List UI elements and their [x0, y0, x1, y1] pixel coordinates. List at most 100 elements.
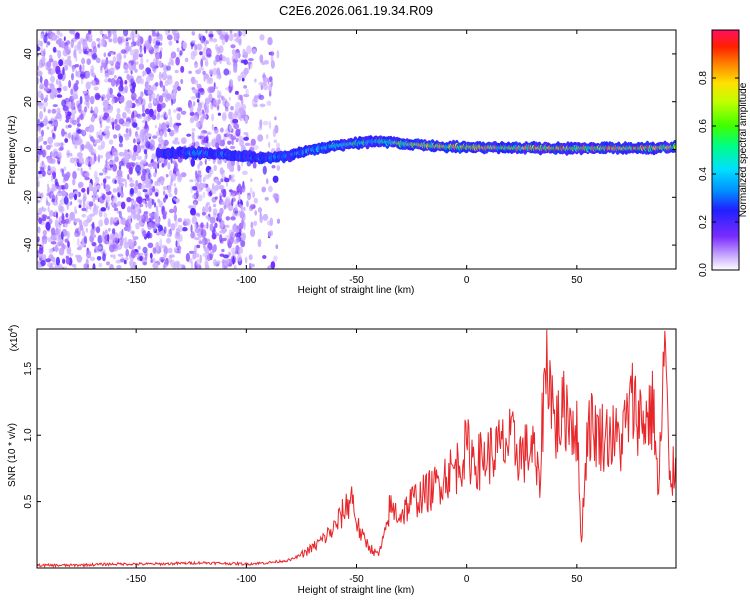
noise-dot [56, 30, 61, 35]
noise-dot [131, 199, 134, 206]
noise-dot [275, 244, 279, 249]
noise-dot [159, 80, 164, 88]
noise-dot [68, 59, 72, 67]
noise-dot [68, 80, 72, 88]
noise-dot [191, 40, 196, 44]
noise-dot [234, 264, 237, 269]
noise-dot [240, 71, 247, 79]
noise-dot [192, 101, 196, 107]
noise-dot [152, 135, 158, 139]
noise-dot [139, 255, 143, 262]
noise-dot [200, 130, 205, 140]
noise-dot [273, 139, 277, 143]
noise-dot [101, 59, 106, 63]
noise-dot [109, 233, 116, 241]
noise-dot [57, 50, 62, 59]
noise-dot [137, 196, 143, 205]
noise-dot [62, 223, 65, 228]
noise-dot [154, 109, 157, 116]
noise-dot [177, 224, 183, 233]
noise-dot [85, 81, 91, 90]
noise-dot [240, 239, 246, 248]
noise-dot [52, 46, 57, 53]
noise-dot [248, 254, 253, 261]
noise-dot [37, 118, 40, 124]
noise-dot [127, 149, 130, 153]
noise-dot [123, 226, 129, 232]
noise-dot [78, 139, 83, 144]
noise-dot [123, 259, 127, 265]
noise-dot [81, 230, 86, 237]
noise-dot [270, 60, 275, 69]
noise-dot [140, 57, 144, 64]
noise-dot [176, 107, 180, 112]
noise-dot [222, 188, 227, 198]
noise-dot [43, 78, 49, 88]
noise-dot [74, 254, 80, 258]
noise-dot [240, 99, 244, 104]
snr-ylabel: SNR (10 * v/v) [7, 423, 18, 487]
snr-panel: -150 -100 -50 0 50 0.5 1.0 1.5 Height of strai… [7, 325, 677, 596]
noise-dot [89, 213, 95, 217]
noise-dot [164, 30, 170, 36]
noise-dot [162, 264, 166, 269]
noise-dot [156, 114, 161, 120]
noise-dot [144, 253, 148, 261]
noise-dot [130, 242, 135, 251]
noise-dot [46, 126, 50, 130]
noise-dot [163, 253, 167, 258]
noise-dot [74, 219, 78, 223]
noise-dot [102, 253, 106, 262]
noise-dot [157, 162, 160, 169]
noise-dot [129, 182, 135, 188]
noise-dot [80, 71, 86, 80]
noise-dot [177, 217, 183, 223]
noise-dot [142, 189, 148, 193]
noise-dot [168, 208, 175, 214]
noise-dot [238, 246, 244, 255]
figure-title: C2E6.2026.061.19.34.R09 [279, 3, 433, 18]
noise-dot [48, 120, 53, 124]
noise-dot [235, 245, 240, 251]
noise-dot [272, 255, 278, 262]
noise-dot [58, 59, 64, 67]
noise-dot [38, 247, 44, 255]
noise-dot [223, 204, 226, 210]
noise-dot [230, 164, 235, 173]
noise-dot [144, 87, 151, 91]
noise-dot [107, 154, 114, 159]
noise-dot [236, 190, 240, 195]
noise-dot [276, 218, 281, 224]
noise-dot [58, 80, 62, 89]
noise-dot [85, 156, 89, 166]
noise-dot [168, 40, 173, 46]
noise-dot [174, 69, 179, 74]
noise-dot [85, 70, 91, 79]
noise-dot [202, 240, 206, 249]
noise-dot [213, 259, 217, 267]
noise-dot [229, 124, 233, 132]
noise-dot [41, 170, 46, 177]
noise-dot [152, 65, 157, 74]
noise-dot [156, 231, 161, 236]
noise-dot [118, 175, 121, 185]
noise-dot [133, 144, 138, 153]
noise-dot [176, 86, 182, 92]
noise-dot [153, 44, 160, 52]
noise-dot [124, 80, 128, 85]
noise-dot [112, 37, 118, 44]
noise-dot [216, 67, 221, 77]
noise-dot [225, 234, 232, 240]
noise-dot [63, 266, 68, 269]
noise-dot [254, 210, 258, 216]
noise-dot [259, 215, 264, 224]
noise-dot [58, 204, 62, 212]
noise-dot [130, 43, 134, 48]
noise-dot [173, 30, 179, 33]
y-tick-label: 1.0 [23, 428, 34, 442]
noise-dot [218, 219, 222, 223]
noise-dot [99, 172, 104, 176]
noise-dot [126, 41, 129, 47]
noise-dot [168, 108, 172, 117]
noise-dot [159, 244, 162, 251]
